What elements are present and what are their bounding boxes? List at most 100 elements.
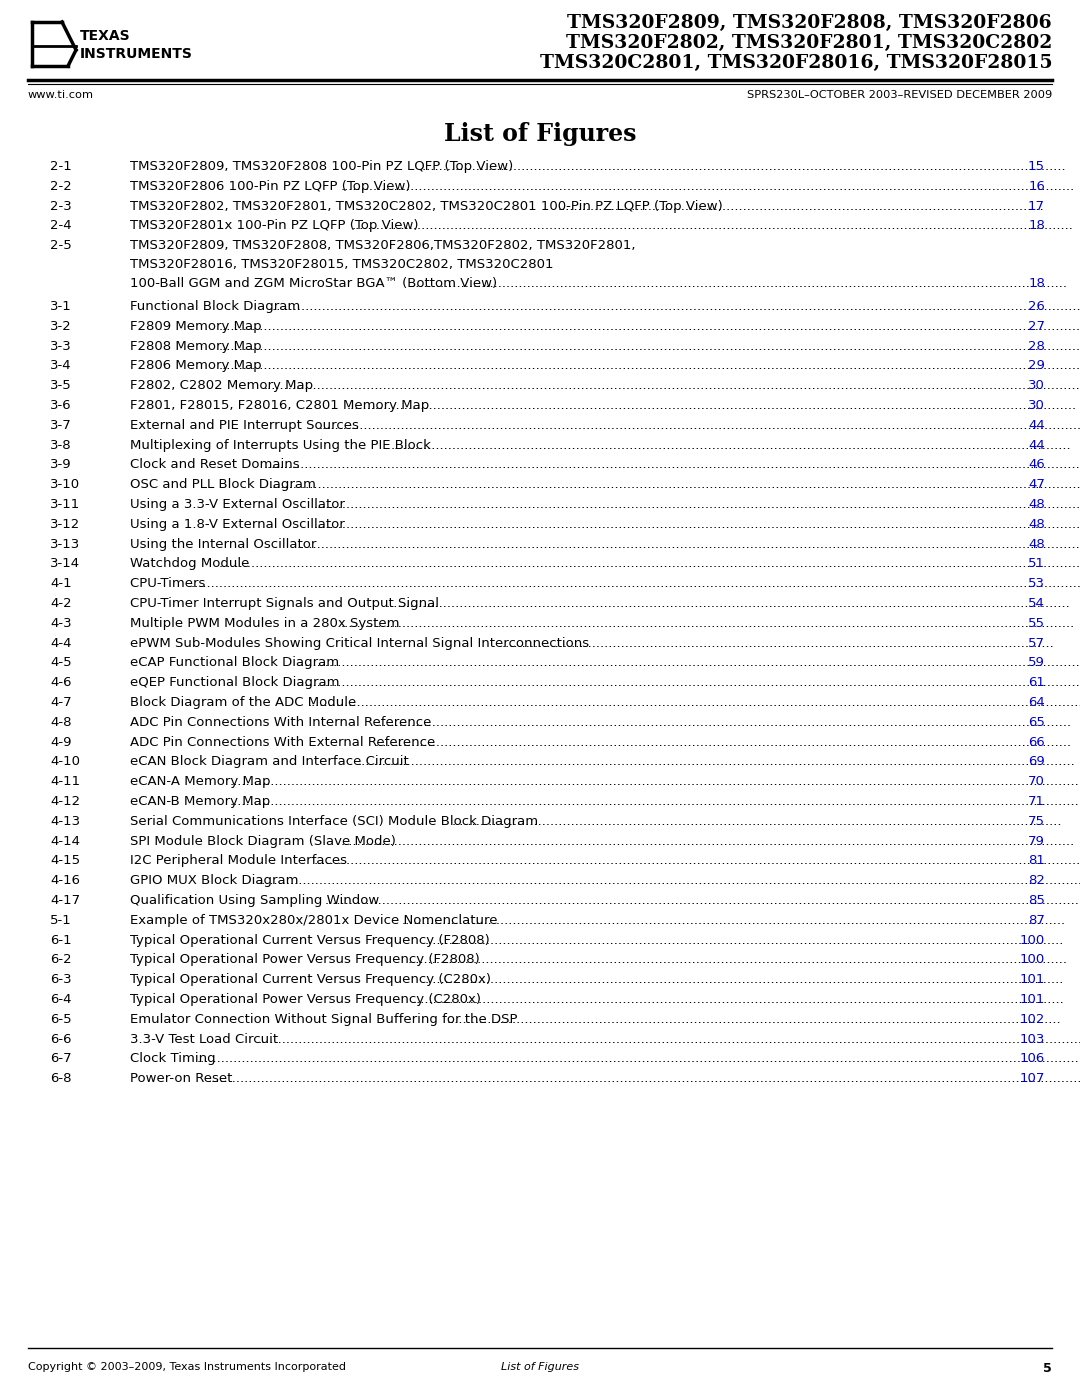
Text: 44: 44 — [1028, 439, 1045, 451]
Text: ePWM Sub-Modules Showing Critical Internal Signal Interconnections: ePWM Sub-Modules Showing Critical Intern… — [130, 637, 593, 650]
Text: 3-9: 3-9 — [50, 458, 71, 471]
Text: TMS320F2809, TMS320F2808, TMS320F2806,TMS320F2802, TMS320F2801,: TMS320F2809, TMS320F2808, TMS320F2806,TM… — [130, 239, 635, 253]
Text: CPU-Timer Interrupt Signals and Output Signal: CPU-Timer Interrupt Signals and Output S… — [130, 597, 443, 610]
Text: ................................................................................: ........................................… — [352, 219, 1074, 232]
Text: TMS320F2809, TMS320F2808, TMS320F2806: TMS320F2809, TMS320F2808, TMS320F2806 — [567, 14, 1052, 32]
Text: ................................................................................: ........................................… — [230, 775, 1080, 788]
Text: www.ti.com: www.ti.com — [28, 89, 94, 101]
Text: ................................................................................: ........................................… — [557, 200, 1044, 212]
Text: Clock Timing: Clock Timing — [130, 1052, 216, 1066]
Text: GPIO MUX Block Diagram: GPIO MUX Block Diagram — [130, 875, 302, 887]
Text: 47: 47 — [1028, 478, 1045, 492]
Text: Using the Internal Oscillator: Using the Internal Oscillator — [130, 538, 321, 550]
Text: 4-14: 4-14 — [50, 834, 80, 848]
Text: TMS320F28016, TMS320F28015, TMS320C2802, TMS320C2801: TMS320F28016, TMS320F28015, TMS320C2802,… — [130, 258, 554, 271]
Text: ................................................................................: ........................................… — [258, 1032, 1080, 1045]
Text: ................................................................................: ........................................… — [446, 1013, 1061, 1025]
Text: 70: 70 — [1028, 775, 1045, 788]
Text: ................................................................................: ........................................… — [424, 974, 1064, 986]
Text: Serial Communications Interface (SCI) Module Block Diagram: Serial Communications Interface (SCI) Mo… — [130, 814, 538, 828]
Text: ................................................................................: ........................................… — [391, 439, 1071, 451]
Text: Block Diagram of the ADC Module: Block Diagram of the ADC Module — [130, 696, 361, 710]
Text: 87: 87 — [1028, 914, 1045, 926]
Text: ................................................................................: ........................................… — [219, 359, 1080, 373]
Text: ................................................................................: ........................................… — [207, 1073, 1080, 1085]
Text: 4-7: 4-7 — [50, 696, 71, 710]
Text: 6-4: 6-4 — [50, 993, 71, 1006]
Text: 3-3: 3-3 — [50, 339, 71, 352]
Text: F2801, F28015, F28016, C2801 Memory Map: F2801, F28015, F28016, C2801 Memory Map — [130, 400, 429, 412]
Text: Using a 3.3-V External Oscillator: Using a 3.3-V External Oscillator — [130, 497, 345, 511]
Text: 6-7: 6-7 — [50, 1052, 71, 1066]
Text: ................................................................................: ........................................… — [313, 855, 1080, 868]
Text: Typical Operational Current Versus Frequency (C280x): Typical Operational Current Versus Frequ… — [130, 974, 496, 986]
Text: 3-1: 3-1 — [50, 300, 71, 313]
Text: 18: 18 — [1028, 219, 1045, 232]
Text: 100: 100 — [1020, 933, 1045, 947]
Text: ADC Pin Connections With Internal Reference: ADC Pin Connections With Internal Refere… — [130, 715, 435, 729]
Text: 3-12: 3-12 — [50, 518, 80, 531]
Text: ................................................................................: ........................................… — [197, 1052, 1080, 1066]
Text: ADC Pin Connections With External Reference: ADC Pin Connections With External Refere… — [130, 736, 440, 749]
Text: eCAN Block Diagram and Interface Circuit: eCAN Block Diagram and Interface Circuit — [130, 756, 413, 768]
Text: TMS320F2809, TMS320F2808 100-Pin PZ LQFP (Top View): TMS320F2809, TMS320F2808 100-Pin PZ LQFP… — [130, 161, 517, 173]
Text: 6-2: 6-2 — [50, 953, 71, 967]
Text: ................................................................................: ........................................… — [341, 834, 1076, 848]
Text: 29: 29 — [1028, 359, 1045, 373]
Text: 66: 66 — [1028, 736, 1045, 749]
Text: Qualification Using Sampling Window: Qualification Using Sampling Window — [130, 894, 379, 907]
Text: TEXAS: TEXAS — [80, 29, 131, 43]
Text: 3-4: 3-4 — [50, 359, 71, 373]
Text: 53: 53 — [1028, 577, 1045, 590]
Text: ................................................................................: ........................................… — [402, 914, 1066, 926]
Text: 4-8: 4-8 — [50, 715, 71, 729]
Text: TMS320F2802, TMS320F2801, TMS320C2802, TMS320C2801 100-Pin PZ LQFP (Top View): TMS320F2802, TMS320F2801, TMS320C2802, T… — [130, 200, 723, 212]
Text: F2808 Memory Map: F2808 Memory Map — [130, 339, 261, 352]
Text: 100: 100 — [1020, 953, 1045, 967]
Text: 4-2: 4-2 — [50, 597, 71, 610]
Text: 6-1: 6-1 — [50, 933, 71, 947]
Text: ................................................................................: ........................................… — [413, 993, 1065, 1006]
Text: 4-17: 4-17 — [50, 894, 80, 907]
Text: ................................................................................: ........................................… — [219, 320, 1080, 332]
Text: ................................................................................: ........................................… — [230, 795, 1080, 807]
Text: 103: 103 — [1020, 1032, 1045, 1045]
Text: 61: 61 — [1028, 676, 1045, 689]
Text: 4-11: 4-11 — [50, 775, 80, 788]
Text: 4-1: 4-1 — [50, 577, 71, 590]
Text: ................................................................................: ........................................… — [324, 894, 1079, 907]
Text: F2809 Memory Map: F2809 Memory Map — [130, 320, 261, 332]
Text: Typical Operational Current Versus Frequency (F2808): Typical Operational Current Versus Frequ… — [130, 933, 494, 947]
Text: 3-7: 3-7 — [50, 419, 71, 432]
Text: ................................................................................: ........................................… — [357, 756, 1076, 768]
Text: 3-6: 3-6 — [50, 400, 71, 412]
Text: 3-2: 3-2 — [50, 320, 71, 332]
Text: ................................................................................: ........................................… — [297, 657, 1080, 669]
Text: 64: 64 — [1028, 696, 1045, 710]
Text: 81: 81 — [1028, 855, 1045, 868]
Text: I2C Peripheral Module Interfaces: I2C Peripheral Module Interfaces — [130, 855, 351, 868]
Text: 17: 17 — [1028, 200, 1045, 212]
Text: Multiplexing of Interrupts Using the PIE Block: Multiplexing of Interrupts Using the PIE… — [130, 439, 435, 451]
Text: 48: 48 — [1028, 518, 1045, 531]
Text: 71: 71 — [1028, 795, 1045, 807]
Text: 54: 54 — [1028, 597, 1045, 610]
Text: TMS320F2806 100-Pin PZ LQFP (Top View): TMS320F2806 100-Pin PZ LQFP (Top View) — [130, 180, 410, 193]
Text: ................................................................................: ........................................… — [374, 715, 1071, 729]
Text: 4-16: 4-16 — [50, 875, 80, 887]
Text: 30: 30 — [1028, 400, 1045, 412]
Text: 85: 85 — [1028, 894, 1045, 907]
Text: Functional Block Diagram: Functional Block Diagram — [130, 300, 305, 313]
Text: ................................................................................: ........................................… — [347, 400, 1077, 412]
Text: Typical Operational Power Versus Frequency (C280x): Typical Operational Power Versus Frequen… — [130, 993, 485, 1006]
Text: SPRS230L–OCTOBER 2003–REVISED DECEMBER 2009: SPRS230L–OCTOBER 2003–REVISED DECEMBER 2… — [746, 89, 1052, 101]
Text: 3-13: 3-13 — [50, 538, 80, 550]
Text: TMS320F2802, TMS320F2801, TMS320C2802: TMS320F2802, TMS320F2801, TMS320C2802 — [566, 34, 1052, 52]
Text: F2802, C2802 Memory Map: F2802, C2802 Memory Map — [130, 379, 318, 393]
Text: INSTRUMENTS: INSTRUMENTS — [80, 47, 193, 61]
Text: Example of TMS320x280x/2801x Device Nomenclature: Example of TMS320x280x/2801x Device Nome… — [130, 914, 502, 926]
Text: ................................................................................: ........................................… — [451, 814, 1063, 828]
Text: 3-11: 3-11 — [50, 497, 80, 511]
Text: ................................................................................: ........................................… — [269, 478, 1080, 492]
Text: Using a 1.8-V External Oscillator: Using a 1.8-V External Oscillator — [130, 518, 345, 531]
